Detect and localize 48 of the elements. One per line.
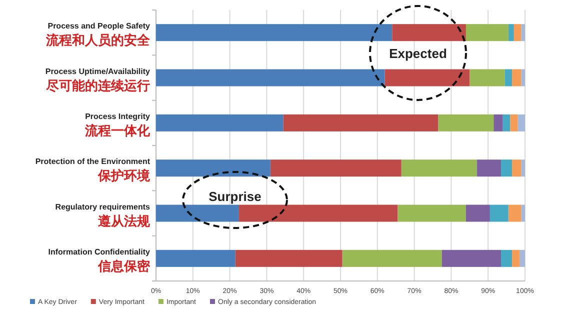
bar xyxy=(510,114,518,132)
y-tick-label: Process Uptime/Availability 尽可能的连续运行 xyxy=(45,66,151,93)
bar xyxy=(501,160,512,177)
bar xyxy=(156,114,284,132)
bar xyxy=(508,204,522,222)
bar xyxy=(490,204,508,222)
y-tick-label: Regulatory requirements 遵从法规 xyxy=(55,202,151,228)
bar xyxy=(466,24,508,42)
bar xyxy=(156,24,392,42)
bar xyxy=(521,204,525,222)
bar xyxy=(156,160,270,177)
bar xyxy=(466,204,490,222)
bar xyxy=(521,69,525,86)
bar xyxy=(504,69,512,86)
bar xyxy=(494,114,503,132)
y-tick-label: Protection of the Environment 保护环境 xyxy=(35,157,151,184)
y-tick-label: Process and People Safety 流程和人员的安全 xyxy=(45,22,151,48)
bar xyxy=(239,204,398,222)
bar xyxy=(392,24,466,42)
bar xyxy=(514,24,522,42)
y-tick-label: Process Integrity 流程一体化 xyxy=(84,112,151,138)
bar xyxy=(521,160,525,177)
bar xyxy=(270,160,402,177)
bar xyxy=(519,250,525,267)
bar xyxy=(512,69,522,86)
bar xyxy=(156,250,236,267)
bar xyxy=(401,160,478,177)
bar xyxy=(518,114,525,132)
bar xyxy=(384,69,470,86)
bar xyxy=(156,69,385,86)
bar xyxy=(501,250,512,267)
bar xyxy=(521,24,525,42)
bar xyxy=(442,250,502,267)
bar xyxy=(512,160,522,177)
bar xyxy=(398,204,466,222)
bar xyxy=(502,114,510,132)
y-tick-label: Information Confidentiality 信息保密 xyxy=(48,247,151,274)
bar xyxy=(156,204,240,222)
bar xyxy=(512,250,520,267)
annotation: Expected xyxy=(389,46,447,61)
bar xyxy=(438,114,494,132)
annotation: Surprise xyxy=(208,189,262,204)
bar xyxy=(342,250,442,267)
bar xyxy=(470,69,505,86)
bar xyxy=(508,24,514,42)
bar xyxy=(283,114,438,132)
bar xyxy=(235,250,342,267)
bar xyxy=(477,160,502,177)
